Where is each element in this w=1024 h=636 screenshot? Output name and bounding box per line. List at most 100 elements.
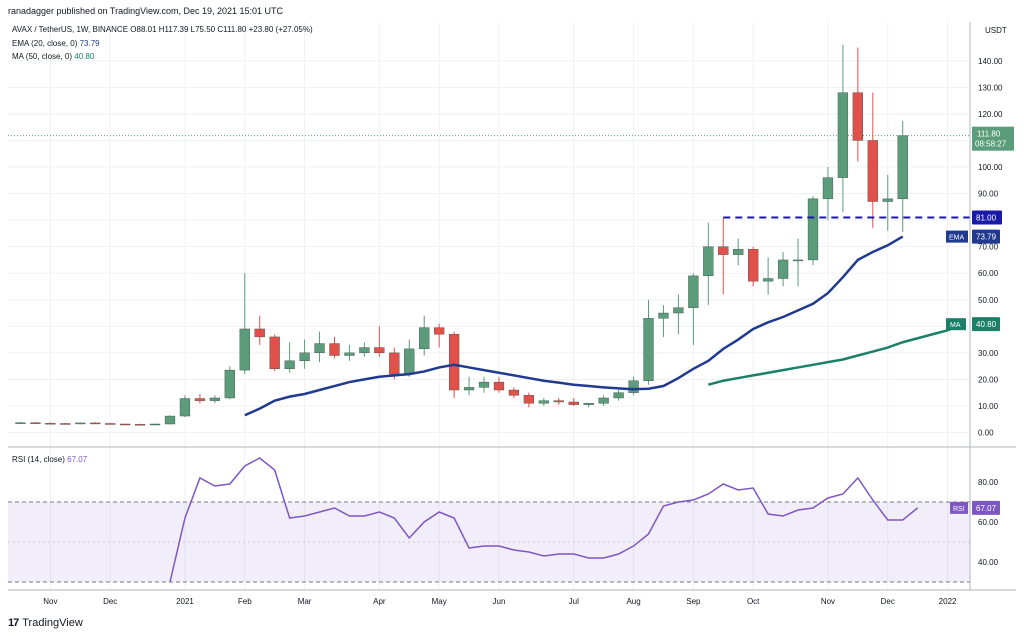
candle-body <box>777 259 789 279</box>
last-price-tag-bg <box>972 126 1014 151</box>
rsi-price-tag-bg <box>972 500 1000 515</box>
candle-body <box>553 400 564 403</box>
x-tick-label: Sep <box>686 597 701 606</box>
x-tick-label: Feb <box>238 597 252 606</box>
ma-series-tag: MA <box>950 322 961 329</box>
candle-body <box>882 198 893 202</box>
axes: 0.00 10.00 20.00 30.00 40.00 50.00 60.00 70.00 8… <box>8 22 1016 606</box>
ma-legend-label: MA (50, close, 0) <box>12 52 73 61</box>
rsi-pane <box>8 457 970 583</box>
candle-body <box>538 400 549 404</box>
ma-price-tag: 40.80 <box>976 320 997 329</box>
rsi-series-tag-bg <box>950 501 968 514</box>
ma-line <box>707 323 963 386</box>
y-tick-label: 130.00 <box>978 83 1003 92</box>
candle-body <box>598 397 609 404</box>
candle-body <box>15 422 26 424</box>
currency-label: USDT <box>985 26 1007 35</box>
grid-lines <box>8 22 970 590</box>
y-tick-label: 120.00 <box>978 110 1003 119</box>
x-tick-label: Jun <box>493 597 506 606</box>
candle-body <box>703 246 714 277</box>
y-tick-label: 50.00 <box>978 296 999 305</box>
candle-body <box>269 336 280 369</box>
rsi-legend: RSI (14, close) 67.07 <box>12 455 87 464</box>
candle-body <box>45 423 56 425</box>
tradingview-logo-icon: 17 <box>8 617 19 629</box>
publisher-line: ranadagger published on TradingView.com,… <box>8 6 284 16</box>
tradingview-brand: TradingView <box>22 617 83 629</box>
y-tick-label: 10.00 <box>978 402 999 411</box>
ema-legend-label: EMA (20, close, 0) <box>12 39 78 48</box>
candle-body <box>867 140 878 202</box>
x-tick-label: Nov <box>821 597 835 606</box>
x-tick-label: Dec <box>103 597 117 606</box>
y-tick-label: 140.00 <box>978 57 1003 66</box>
x-tick-label: Jul <box>569 597 579 606</box>
candle-body <box>583 403 594 405</box>
candle-body <box>837 92 849 178</box>
candle-body <box>284 360 295 369</box>
candle-body <box>134 424 146 426</box>
candle-body <box>374 347 385 354</box>
candle-body <box>463 387 475 391</box>
candle-body <box>658 312 669 319</box>
candle-body <box>194 398 206 401</box>
candle-body <box>389 352 400 375</box>
x-tick-label: 2021 <box>176 597 194 606</box>
ohlc-values: O88.01 H117.39 L75.50 C111.80 +23.80 (+2… <box>130 25 313 34</box>
y-tick-label: 60.00 <box>978 269 999 278</box>
candle-body <box>75 422 86 425</box>
last-price-tag: 111.80 <box>977 130 1001 139</box>
tradingview-footer: 17 TradingView <box>8 614 83 632</box>
candle-body <box>718 246 729 255</box>
y-tick-label: 0.00 <box>978 429 994 438</box>
candle-body <box>90 422 101 425</box>
candle-body <box>478 381 490 388</box>
candle-body <box>822 177 834 200</box>
symbol-legend: AVAX / TetherUS, 1W, BINANCE O88.01 H117… <box>12 25 313 34</box>
y-tick-label: 90.00 <box>978 190 999 199</box>
candle-body <box>434 327 445 335</box>
candle-body <box>852 92 863 141</box>
candle-body <box>404 348 415 375</box>
ema-legend-value: 73.79 <box>79 39 100 48</box>
ma-legend-value: 40.80 <box>74 52 95 61</box>
candle-body <box>254 328 265 338</box>
candle-body <box>329 343 340 356</box>
ema-series-tag-bg <box>946 230 968 243</box>
candle-body <box>120 423 131 426</box>
y-tick-label: 70.00 <box>978 243 999 252</box>
ema-series-tag: EMA <box>949 235 965 242</box>
candle-body <box>733 249 744 255</box>
candle-body <box>762 278 774 282</box>
candle-body <box>897 135 908 200</box>
candle-body <box>224 369 235 399</box>
candle-body <box>448 334 460 391</box>
candle-body <box>792 259 804 262</box>
rsi-price-tag: 67.07 <box>976 504 997 513</box>
price-pane <box>8 44 970 426</box>
candle-body <box>299 352 310 362</box>
candle-body <box>613 392 624 399</box>
candle-body <box>209 397 221 401</box>
rsi-line <box>169 457 919 583</box>
candle-body <box>30 422 41 424</box>
x-tick-label: Aug <box>626 597 640 606</box>
candle-body <box>523 395 535 404</box>
candle-body <box>493 381 505 391</box>
candle-body <box>807 198 819 261</box>
ema-line <box>244 235 904 417</box>
rsi-series-tag: RSI <box>953 506 965 513</box>
y-tick-label: 20.00 <box>978 375 999 384</box>
candle-body <box>673 307 684 314</box>
candle-body <box>419 327 430 350</box>
x-tick-label: Oct <box>747 597 760 606</box>
rsi-y-tick-label: 40.00 <box>978 558 999 567</box>
ma-series-tag-bg <box>946 318 966 331</box>
candle-body <box>105 423 116 425</box>
symbol-label: AVAX / TetherUS, 1W, BINANCE <box>12 25 129 34</box>
ma-price-tag-bg <box>972 317 1000 332</box>
x-tick-label: Mar <box>298 597 312 606</box>
